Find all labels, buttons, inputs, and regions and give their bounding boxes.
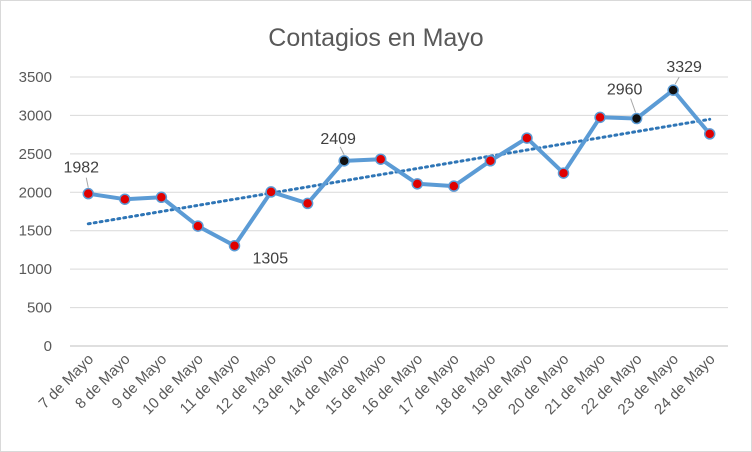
- data-point: [301, 197, 314, 210]
- series-line: [88, 88, 712, 248]
- data-point: [155, 191, 168, 204]
- data-label: 3329: [666, 59, 702, 76]
- series-group: [88, 88, 712, 248]
- data-label-leader: [630, 98, 637, 113]
- data-point: [265, 186, 277, 198]
- data-point: [228, 239, 241, 252]
- data-point: [630, 112, 643, 125]
- data-point: [119, 193, 131, 205]
- data-point: [594, 111, 606, 124]
- data-label-leader: [85, 177, 89, 188]
- y-tick-label: 1500: [19, 223, 52, 240]
- data-point: [82, 187, 95, 200]
- y-tick-label: 1000: [19, 261, 52, 278]
- data-label-leader: [674, 76, 680, 85]
- y-tick-label: 3000: [19, 107, 52, 124]
- data-label: 2960: [607, 82, 643, 99]
- markers-group: [82, 84, 716, 252]
- data-labels-group: 1982 1305 2409 2960 3329: [63, 59, 702, 268]
- data-point: [411, 178, 424, 190]
- y-tick-label: 2000: [19, 184, 52, 201]
- data-label: 2409: [320, 131, 356, 148]
- data-point: [192, 220, 204, 232]
- data-point: [667, 84, 679, 96]
- data-point: [448, 180, 460, 192]
- y-tick-label: 3500: [19, 69, 52, 86]
- chart-title: Contagios en Mayo: [268, 24, 483, 52]
- data-label: 1982: [63, 160, 99, 177]
- y-tick-label: 500: [27, 300, 52, 317]
- y-axis: 0 500 1000 1500 2000 2500 3000 3500: [19, 69, 52, 355]
- y-tick-label: 2500: [19, 146, 52, 163]
- data-point: [557, 167, 570, 179]
- data-point: [521, 132, 533, 144]
- data-point: [338, 155, 350, 167]
- data-label-leader: [339, 146, 345, 156]
- data-point: [374, 153, 387, 165]
- data-point: [484, 155, 497, 167]
- gridlines: [70, 76, 728, 347]
- data-label: 1305: [253, 251, 289, 268]
- data-point: [703, 128, 716, 140]
- y-tick-label: 0: [44, 338, 52, 355]
